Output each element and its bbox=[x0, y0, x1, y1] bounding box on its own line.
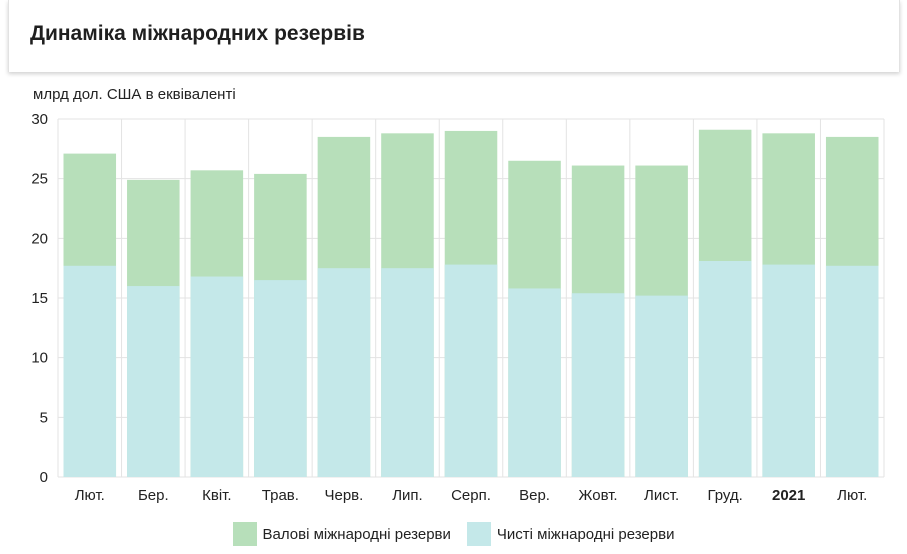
y-tick-label: 20 bbox=[31, 230, 48, 247]
bar-net-reserves bbox=[635, 295, 688, 477]
x-tick-label: Трав. bbox=[262, 487, 299, 504]
y-tick-label: 0 bbox=[40, 469, 48, 486]
chart-card-header: Динаміка міжнародних резервів bbox=[8, 0, 900, 72]
legend-label-net: Чисті міжнародні резерви bbox=[496, 525, 675, 543]
legend-swatch-net bbox=[466, 522, 491, 546]
y-tick-label: 15 bbox=[31, 290, 48, 307]
bar-net-reserves bbox=[127, 286, 180, 477]
bar-net-reserves bbox=[254, 280, 307, 477]
bar-net-reserves bbox=[317, 268, 371, 477]
legend-item-gross[interactable]: Валові міжнародні резерви bbox=[232, 522, 451, 546]
bar-net-reserves bbox=[571, 293, 625, 477]
bar-net-reserves bbox=[381, 268, 434, 477]
x-tick-label: Лют. bbox=[75, 487, 105, 504]
bar-net-reserves bbox=[190, 276, 244, 477]
bar-net-reserves bbox=[698, 261, 752, 477]
y-tick-label: 5 bbox=[40, 409, 48, 426]
y-axis-unit-label: млрд дол. США в еквіваленті bbox=[33, 86, 236, 103]
x-tick-label: Лип. bbox=[392, 487, 423, 504]
x-tick-label: Вер. bbox=[519, 487, 550, 504]
bar-net-reserves bbox=[444, 264, 498, 477]
page-title: Динаміка міжнародних резервів bbox=[30, 22, 365, 45]
x-tick-label: Груд. bbox=[707, 487, 742, 504]
bar-net-reserves bbox=[825, 265, 879, 477]
legend-label-gross: Валові міжнародні резерви bbox=[262, 525, 451, 543]
legend-item-net[interactable]: Чисті міжнародні резерви bbox=[466, 522, 675, 546]
legend-swatch-gross bbox=[232, 522, 257, 546]
x-tick-label: Квіт. bbox=[202, 487, 231, 504]
x-tick-label: Жовт. bbox=[579, 487, 618, 504]
y-tick-label: 10 bbox=[31, 350, 48, 367]
x-tick-label: Черв. bbox=[325, 487, 364, 504]
bar-net-reserves bbox=[762, 264, 815, 477]
x-tick-label: 2021 bbox=[772, 487, 805, 504]
x-tick-label: Лют. bbox=[837, 487, 867, 504]
y-tick-label: 30 bbox=[31, 111, 48, 128]
x-tick-label: Бер. bbox=[138, 487, 169, 504]
x-tick-label: Серп. bbox=[451, 487, 491, 504]
bar-net-reserves bbox=[63, 265, 117, 477]
chart-legend: Валові міжнародні резерви Чисті міжнарод… bbox=[0, 522, 907, 546]
bar-net-reserves bbox=[508, 288, 561, 477]
x-tick-label: Лист. bbox=[644, 487, 679, 504]
y-tick-label: 25 bbox=[31, 171, 48, 188]
